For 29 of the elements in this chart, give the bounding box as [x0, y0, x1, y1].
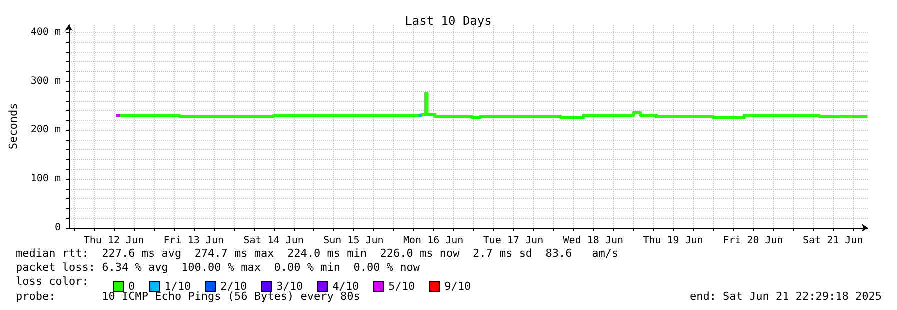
legend-label: 4/10 [332, 280, 360, 293]
text: median rtt: 227.6 ms avg 274.7 ms max 224.0 ms min 226.0 ms now 2.7 ms sd 83.6 am/s [16, 247, 619, 260]
legend-label: 0 [128, 280, 136, 293]
legend-label: 3/10 [276, 280, 304, 293]
legend-label: 2/10 [220, 280, 248, 293]
x-tick-label: Tue 17 Jun [483, 236, 544, 246]
y-axis-title: Seconds [7, 103, 20, 150]
y-tick-label: 100 m [30, 174, 61, 185]
x-tick-label: Sun 15 Jun [324, 236, 384, 246]
text: probe: 10 ICMP Echo Pings (56 Bytes) every 80s [16, 290, 360, 303]
legend-label: 9/10 [444, 280, 472, 293]
x-tick-label: Thu 19 Jun [643, 236, 704, 246]
y-tick-label: 200 m [30, 124, 61, 136]
text: end: Sat Jun 21 22:29:18 2025 [690, 290, 882, 303]
y-tick-label: 400 m [30, 26, 61, 38]
text: packet loss: 6.34 % avg 100.00 % max 0.00 % min 0.00 % now [16, 261, 420, 274]
x-tick-label: Thu 12 Jun [84, 236, 144, 246]
chart-title: Last 10 Days [405, 14, 492, 28]
y-tick-label: 0 [54, 222, 61, 234]
x-tick-label: Fri 20 Jun [723, 236, 784, 246]
x-tick-label: Wed 18 Jun [563, 236, 624, 246]
x-tick-label: Fri 13 Jun [164, 236, 224, 246]
y-tick-label: 300 m [30, 76, 61, 87]
legend-label: 5/10 [388, 280, 416, 293]
x-tick-label: Sat 21 Jun [802, 236, 864, 246]
legend-label: 1/10 [164, 280, 192, 293]
x-tick-label: Sat 14 Jun [244, 236, 304, 246]
x-tick-label: Mon 16 Jun [403, 236, 464, 246]
legend-title: loss color: [16, 275, 89, 288]
